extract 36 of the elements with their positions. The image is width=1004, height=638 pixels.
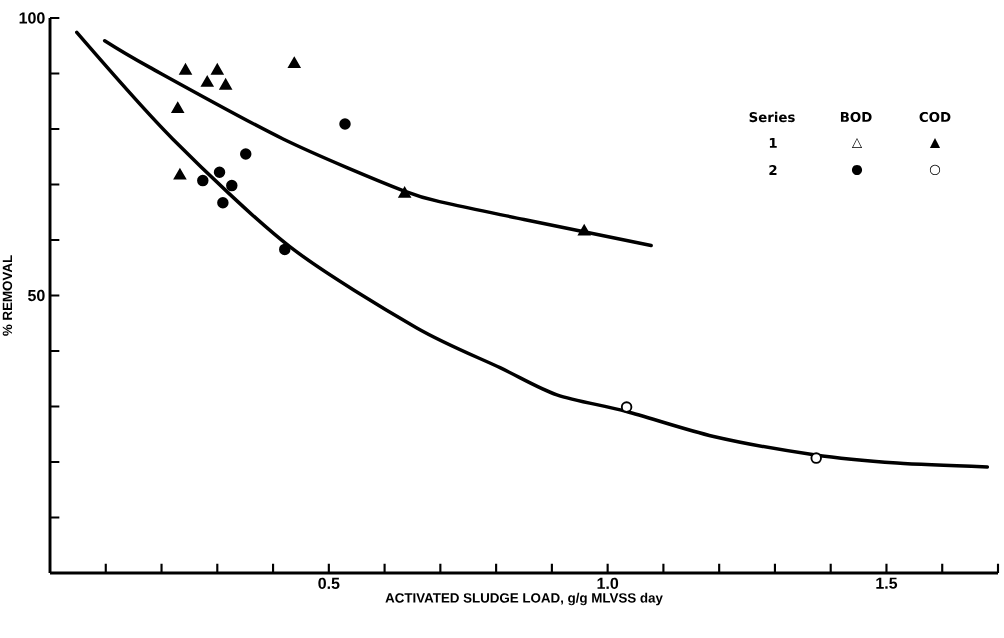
y-tick-label: 50 [28, 289, 45, 302]
annotation: 2 [769, 165, 777, 175]
y-axis-title: % REMOVAL [2, 255, 13, 336]
point [201, 75, 214, 87]
point [226, 179, 238, 192]
point [279, 243, 291, 256]
annotation: COD [919, 111, 951, 123]
point [240, 148, 252, 160]
point [197, 174, 209, 187]
point [217, 197, 229, 209]
point [810, 452, 822, 464]
point [339, 118, 351, 130]
annotation: Series [749, 111, 795, 123]
x-tick-label: 0.5 [318, 577, 340, 590]
point [219, 78, 232, 90]
point [213, 166, 226, 179]
annotation: ▲ [929, 137, 941, 149]
point [211, 63, 224, 75]
annotation: △ [851, 137, 863, 149]
annotation: ● [851, 164, 863, 176]
x-tick-label: 1.5 [876, 577, 898, 589]
point [173, 168, 187, 180]
annotation: 1 [769, 138, 777, 148]
annotation: BOD [840, 111, 872, 123]
y-tick-label: 100 [19, 12, 45, 24]
x-axis-title: ACTIVATED SLUDGE LOAD, g/g MLVSS day [385, 592, 663, 606]
point [179, 63, 192, 75]
point [578, 224, 591, 236]
point [288, 57, 301, 68]
point [398, 186, 411, 198]
point [171, 102, 184, 113]
line-series [75, 30, 990, 469]
line-series [102, 39, 653, 248]
point [620, 401, 633, 413]
x-tick-label: 1.0 [597, 577, 619, 590]
annotation: ○ [929, 164, 941, 176]
